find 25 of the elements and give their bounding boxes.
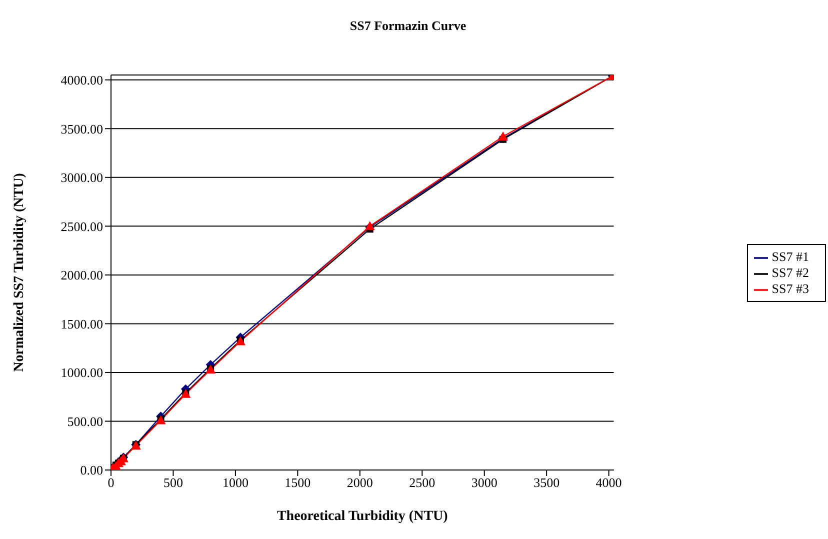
y-tick-label: 0.00 (80, 462, 103, 478)
y-tick-label: 2500.00 (60, 218, 103, 234)
x-tick-label: 2500 (409, 475, 436, 490)
x-tick-label: 3500 (534, 475, 560, 490)
y-tick-label: 500.00 (67, 414, 103, 429)
legend-label: SS7 #2 (772, 264, 809, 280)
x-axis-title: Theoretical Turbidity (NTU) (276, 509, 448, 524)
y-tick-label: 3000.00 (60, 170, 103, 186)
x-tick-label: 4000 (596, 475, 622, 490)
x-tick-label: 0 (108, 475, 114, 490)
x-tick-label: 2000 (346, 475, 373, 490)
x-tick-label: 3000 (471, 475, 498, 490)
legend-label: SS7 #3 (772, 281, 809, 296)
legend-label: SS7 #1 (772, 248, 809, 264)
x-tick-label: 500 (163, 475, 183, 490)
y-tick-label: 2000.00 (60, 268, 103, 283)
y-tick-label: 4000.00 (60, 72, 103, 88)
x-tick-label: 1500 (284, 475, 311, 490)
x-tick-label: 1000 (222, 475, 248, 490)
y-axis-title: Normalized SS7 Turbidity (NTU) (12, 172, 27, 372)
chart-title: SS7 Formazin Curve (348, 18, 468, 34)
point (498, 131, 508, 140)
y-tick-label: 1000.00 (60, 365, 103, 380)
y-tick-label: 1500.00 (60, 316, 103, 332)
y-tick-label: 3500.00 (60, 121, 103, 136)
